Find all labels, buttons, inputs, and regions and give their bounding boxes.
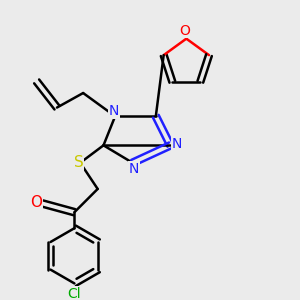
Text: N: N — [172, 137, 182, 151]
Text: O: O — [179, 23, 190, 38]
Text: Cl: Cl — [68, 286, 81, 300]
Text: N: N — [129, 162, 139, 176]
Text: S: S — [74, 155, 84, 170]
Text: N: N — [109, 104, 119, 118]
Text: O: O — [30, 195, 42, 210]
